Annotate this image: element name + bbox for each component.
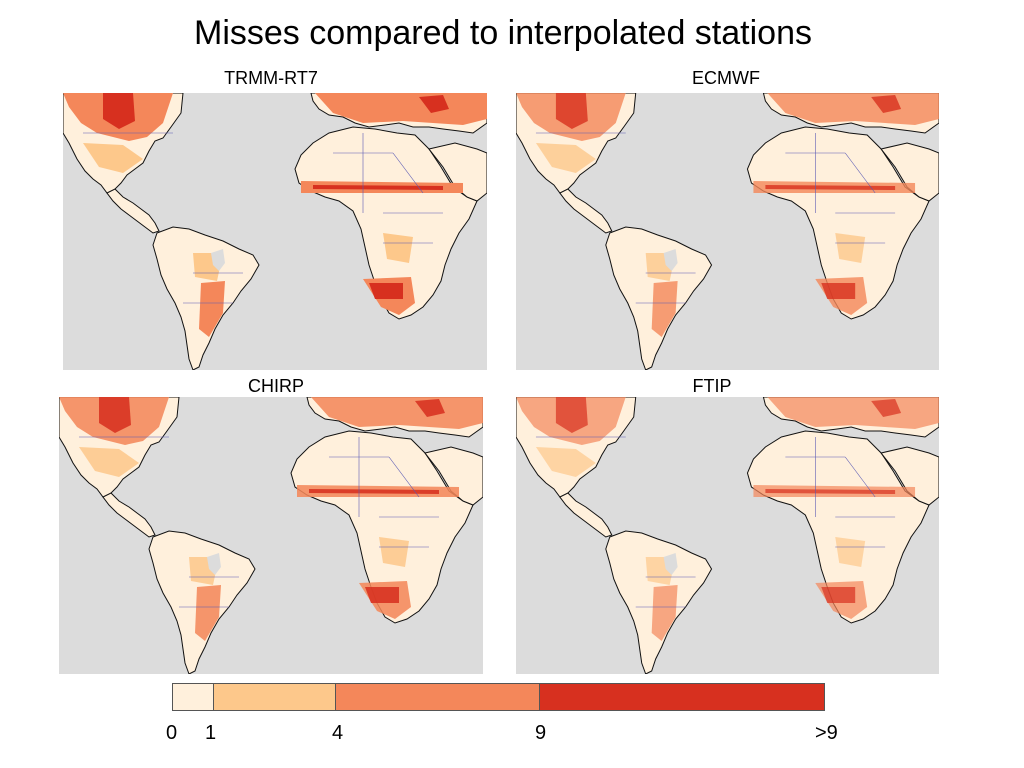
miss-area [555, 397, 588, 433]
land-region [106, 188, 160, 234]
land-region [424, 446, 483, 506]
miss-area [765, 185, 896, 190]
miss-area [365, 587, 399, 603]
miss-area [313, 185, 443, 190]
country-border [392, 152, 424, 194]
miss-area [79, 447, 139, 477]
land-region [746, 430, 930, 624]
colorbar-tick-0: 0 [166, 722, 178, 744]
colorbar-tick-gt9: >9 [815, 722, 838, 744]
colorbar-tick-1: 1 [205, 722, 217, 744]
land-region [102, 492, 156, 538]
miss-area [311, 397, 483, 429]
land-region [746, 126, 930, 320]
panel-label-ftip: FTIP [692, 376, 732, 396]
country-border [844, 456, 876, 498]
miss-area [651, 585, 678, 641]
map-svg [63, 93, 487, 370]
miss-area [871, 95, 902, 113]
map-panel-ftip [516, 397, 939, 674]
miss-area [767, 93, 939, 125]
miss-area [369, 283, 403, 299]
map-panel-ecmwf [516, 93, 939, 370]
map-panel-trmm [63, 93, 487, 370]
miss-area [315, 93, 487, 125]
miss-area [821, 587, 856, 603]
miss-area [767, 397, 939, 429]
miss-area [83, 143, 143, 173]
miss-area [835, 233, 866, 263]
land-region [559, 188, 613, 234]
panel-label-chirp: CHIRP [247, 376, 304, 396]
map-svg [59, 397, 483, 674]
miss-area [765, 489, 896, 494]
land-region [290, 430, 474, 624]
panel-label-trmm: TRMM-RT7 [224, 68, 318, 88]
colorbar-tick-4: 4 [332, 722, 344, 744]
colorbar-bin-4-9 [336, 684, 540, 710]
figure-title: Misses compared to interpolated stations [194, 14, 812, 52]
land-region [880, 446, 939, 506]
miss-area [535, 143, 596, 173]
land-region [880, 142, 939, 202]
colorbar-bin-0-1 [173, 684, 214, 710]
land-region [559, 492, 613, 538]
panel-label-ecmwf: ECMWF [692, 68, 760, 88]
water-body [207, 553, 221, 575]
country-border [388, 456, 420, 498]
miss-area [99, 397, 131, 433]
colorbar-tick-9: 9 [535, 722, 547, 744]
water-body [211, 249, 225, 271]
water-body [663, 553, 678, 575]
map-svg [516, 93, 939, 370]
miss-area [535, 447, 596, 477]
miss-area [419, 95, 449, 113]
miss-area [415, 399, 445, 417]
miss-area [821, 283, 856, 299]
miss-area [379, 537, 409, 567]
miss-area [651, 281, 678, 337]
land-region [294, 126, 478, 320]
water-body [663, 249, 678, 271]
miss-area [199, 281, 225, 337]
miss-area [871, 399, 902, 417]
colorbar [172, 683, 825, 711]
miss-area [835, 537, 866, 567]
map-svg [516, 397, 939, 674]
colorbar-bin-9-plus [540, 684, 824, 710]
miss-area [555, 93, 588, 129]
colorbar-bin-1-4 [214, 684, 336, 710]
miss-area [103, 93, 135, 129]
land-region [428, 142, 487, 202]
miss-area [309, 489, 439, 494]
miss-area [195, 585, 221, 641]
miss-area [383, 233, 413, 263]
map-panel-chirp [59, 397, 483, 674]
country-border [844, 152, 876, 194]
